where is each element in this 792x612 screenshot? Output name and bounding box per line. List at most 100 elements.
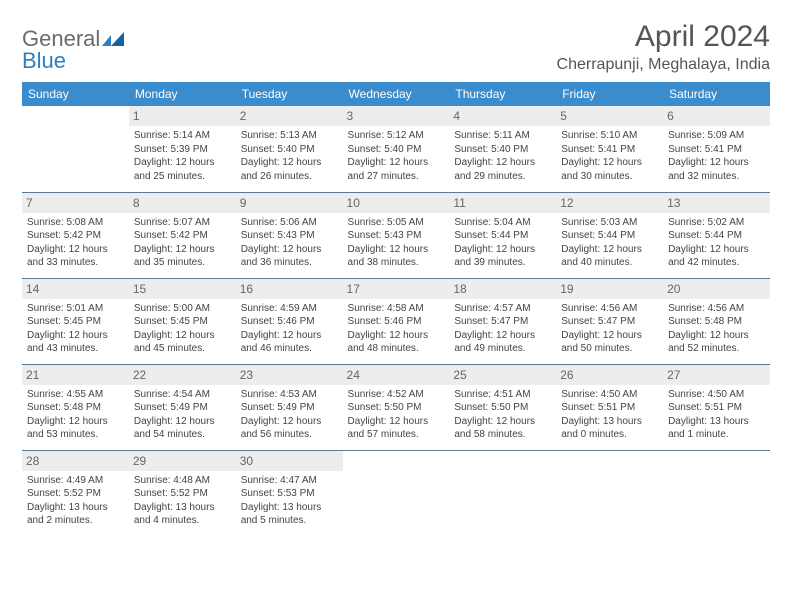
weekday-header: Wednesday: [343, 82, 450, 106]
daylight-line: Daylight: 12 hours and 30 minutes.: [561, 156, 658, 183]
calendar-cell: 8Sunrise: 5:07 AMSunset: 5:42 PMDaylight…: [129, 192, 236, 278]
sunrise-line: Sunrise: 5:13 AM: [241, 129, 338, 143]
calendar-cell: [556, 450, 663, 536]
calendar-cell: 18Sunrise: 4:57 AMSunset: 5:47 PMDayligh…: [449, 278, 556, 364]
calendar-cell: 22Sunrise: 4:54 AMSunset: 5:49 PMDayligh…: [129, 364, 236, 450]
calendar-row: 14Sunrise: 5:01 AMSunset: 5:45 PMDayligh…: [22, 278, 770, 364]
daylight-line: Daylight: 12 hours and 27 minutes.: [348, 156, 445, 183]
daylight-line: Daylight: 12 hours and 33 minutes.: [27, 243, 124, 270]
sunrise-line: Sunrise: 4:56 AM: [668, 302, 765, 316]
calendar-cell: 4Sunrise: 5:11 AMSunset: 5:40 PMDaylight…: [449, 106, 556, 192]
sunset-line: Sunset: 5:42 PM: [134, 229, 231, 243]
sunrise-line: Sunrise: 5:09 AM: [668, 129, 765, 143]
calendar-cell: 29Sunrise: 4:48 AMSunset: 5:52 PMDayligh…: [129, 450, 236, 536]
calendar-cell: 5 Sunrise: 5:10 AMSunset: 5:41 PMDaylight…: [556, 106, 663, 192]
logo-icon: [102, 28, 124, 50]
day-number: 1: [129, 106, 236, 126]
calendar-cell: [449, 450, 556, 536]
calendar-cell: 23Sunrise: 4:53 AMSunset: 5:49 PMDayligh…: [236, 364, 343, 450]
sunset-line: Sunset: 5:44 PM: [454, 229, 551, 243]
day-number: 15: [129, 279, 236, 299]
sunset-line: Sunset: 5:41 PM: [561, 143, 658, 157]
daylight-line: Daylight: 12 hours and 43 minutes.: [27, 329, 124, 356]
calendar-cell: 13Sunrise: 5:02 AMSunset: 5:44 PMDayligh…: [663, 192, 770, 278]
daylight-line: Daylight: 12 hours and 25 minutes.: [134, 156, 231, 183]
daylight-line: Daylight: 13 hours and 2 minutes.: [27, 501, 124, 528]
sunrise-line: Sunrise: 5:14 AM: [134, 129, 231, 143]
calendar-cell: 11Sunrise: 5:04 AMSunset: 5:44 PMDayligh…: [449, 192, 556, 278]
sunset-line: Sunset: 5:50 PM: [454, 401, 551, 415]
daylight-line: Daylight: 13 hours and 4 minutes.: [134, 501, 231, 528]
day-number: 2: [236, 106, 343, 126]
sunrise-line: Sunrise: 5:00 AM: [134, 302, 231, 316]
weekday-header-row: SundayMondayTuesdayWednesdayThursdayFrid…: [22, 82, 770, 106]
calendar-row: 1Sunrise: 5:14 AMSunset: 5:39 PMDaylight…: [22, 106, 770, 192]
daylight-line: Daylight: 12 hours and 53 minutes.: [27, 415, 124, 442]
daylight-line: Daylight: 13 hours and 0 minutes.: [561, 415, 658, 442]
calendar-cell: 1 Sunrise: 5:14 AMSunset: 5:39 PMDaylight…: [129, 106, 236, 192]
sunrise-line: Sunrise: 5:03 AM: [561, 216, 658, 230]
daylight-line: Daylight: 12 hours and 45 minutes.: [134, 329, 231, 356]
header: GeneralBlue April 2024 Cherrapunji, Megh…: [22, 20, 770, 74]
calendar-cell: 25Sunrise: 4:51 AMSunset: 5:50 PMDayligh…: [449, 364, 556, 450]
daylight-line: Daylight: 12 hours and 29 minutes.: [454, 156, 551, 183]
day-number: 24: [343, 365, 450, 385]
logo: GeneralBlue: [22, 20, 124, 72]
daylight-line: Daylight: 12 hours and 48 minutes.: [348, 329, 445, 356]
day-number: 9: [236, 193, 343, 213]
sunrise-line: Sunrise: 5:02 AM: [668, 216, 765, 230]
sunset-line: Sunset: 5:46 PM: [241, 315, 338, 329]
daylight-line: Daylight: 12 hours and 54 minutes.: [134, 415, 231, 442]
calendar-body: 1Sunrise: 5:14 AMSunset: 5:39 PMDaylight…: [22, 106, 770, 536]
daylight-line: Daylight: 12 hours and 26 minutes.: [241, 156, 338, 183]
location: Cherrapunji, Meghalaya, India: [557, 56, 770, 74]
calendar-cell: 27Sunrise: 4:50 AMSunset: 5:51 PMDayligh…: [663, 364, 770, 450]
daylight-line: Daylight: 12 hours and 39 minutes.: [454, 243, 551, 270]
sunrise-line: Sunrise: 4:51 AM: [454, 388, 551, 402]
sunrise-line: Sunrise: 5:10 AM: [561, 129, 658, 143]
weekday-header: Tuesday: [236, 82, 343, 106]
sunset-line: Sunset: 5:40 PM: [241, 143, 338, 157]
daylight-line: Daylight: 13 hours and 1 minute.: [668, 415, 765, 442]
sunrise-line: Sunrise: 5:01 AM: [27, 302, 124, 316]
sunset-line: Sunset: 5:51 PM: [668, 401, 765, 415]
calendar-cell: 16Sunrise: 4:59 AMSunset: 5:46 PMDayligh…: [236, 278, 343, 364]
day-number: 30: [236, 451, 343, 471]
sunset-line: Sunset: 5:48 PM: [27, 401, 124, 415]
sunset-line: Sunset: 5:42 PM: [27, 229, 124, 243]
calendar-cell: [663, 450, 770, 536]
page-title: April 2024: [557, 20, 770, 54]
calendar-cell: 30Sunrise: 4:47 AMSunset: 5:53 PMDayligh…: [236, 450, 343, 536]
sunrise-line: Sunrise: 4:50 AM: [668, 388, 765, 402]
day-number: 18: [449, 279, 556, 299]
calendar-cell: [343, 450, 450, 536]
sunset-line: Sunset: 5:39 PM: [134, 143, 231, 157]
sunset-line: Sunset: 5:47 PM: [561, 315, 658, 329]
day-number: 10: [343, 193, 450, 213]
day-number: 20: [663, 279, 770, 299]
daylight-line: Daylight: 12 hours and 32 minutes.: [668, 156, 765, 183]
daylight-line: Daylight: 12 hours and 49 minutes.: [454, 329, 551, 356]
calendar-cell: 10Sunrise: 5:05 AMSunset: 5:43 PMDayligh…: [343, 192, 450, 278]
day-number: 29: [129, 451, 236, 471]
day-number: 4: [449, 106, 556, 126]
calendar-cell: 9Sunrise: 5:06 AMSunset: 5:43 PMDaylight…: [236, 192, 343, 278]
daylight-line: Daylight: 12 hours and 57 minutes.: [348, 415, 445, 442]
sunrise-line: Sunrise: 4:55 AM: [27, 388, 124, 402]
day-number: 13: [663, 193, 770, 213]
day-number: 3: [343, 106, 450, 126]
daylight-line: Daylight: 12 hours and 52 minutes.: [668, 329, 765, 356]
daylight-line: Daylight: 12 hours and 42 minutes.: [668, 243, 765, 270]
calendar-cell: [22, 106, 129, 192]
calendar-cell: 17Sunrise: 4:58 AMSunset: 5:46 PMDayligh…: [343, 278, 450, 364]
sunrise-line: Sunrise: 5:12 AM: [348, 129, 445, 143]
calendar-row: 21Sunrise: 4:55 AMSunset: 5:48 PMDayligh…: [22, 364, 770, 450]
calendar-row: 28Sunrise: 4:49 AMSunset: 5:52 PMDayligh…: [22, 450, 770, 536]
day-number: 5: [556, 106, 663, 126]
sunset-line: Sunset: 5:45 PM: [134, 315, 231, 329]
sunset-line: Sunset: 5:44 PM: [561, 229, 658, 243]
calendar-table: SundayMondayTuesdayWednesdayThursdayFrid…: [22, 82, 770, 536]
weekday-header: Saturday: [663, 82, 770, 106]
sunset-line: Sunset: 5:49 PM: [241, 401, 338, 415]
day-number: 8: [129, 193, 236, 213]
